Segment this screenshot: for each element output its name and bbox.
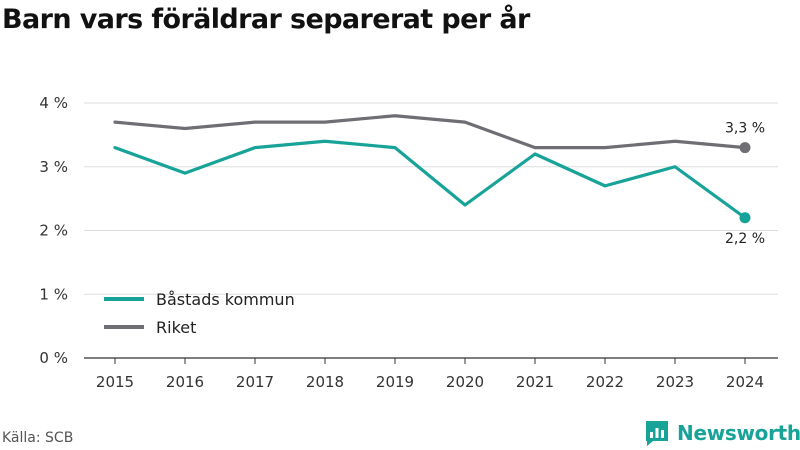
x-tick-label: 2019 [376,373,414,391]
y-tick-label: 2 % [39,222,68,240]
source-note: Källa: SCB [2,430,74,446]
end-point [739,212,751,224]
legend-label: Båstads kommun [156,290,295,309]
y-tick-label: 1 % [39,285,68,303]
legend: Båstads kommun Riket [104,290,295,337]
x-tick-label: 2015 [96,373,134,391]
series-lines [113,114,751,224]
series-line [113,114,747,150]
x-tick-label: 2023 [656,373,694,391]
series-line [113,139,747,220]
y-tick-label: 3 % [39,158,68,176]
x-tick-label: 2017 [236,373,274,391]
end-value-label: 2,2 % [725,231,765,247]
x-tick-label: 2018 [306,373,344,391]
newsworthy-logo-icon [646,421,668,446]
chart-title: Barn vars föräldrar separerat per år [2,4,530,35]
brand-logo: Newsworthy [644,419,800,447]
y-tick-label: 0 % [39,349,68,367]
y-tick-label: 4 % [39,94,68,112]
end-point [739,142,751,154]
x-tick-label: 2022 [586,373,624,391]
end-labels: 3,3 % 2,2 % [725,121,765,247]
brand-name: Newsworthy [677,421,800,445]
x-tick-label: 2024 [726,373,764,391]
end-value-label: 3,3 % [725,121,765,137]
x-tick-label: 2021 [516,373,554,391]
x-tick-label: 2020 [446,373,484,391]
x-tick-label: 2016 [166,373,204,391]
x-tick-labels: 2015 2016 2017 2018 2019 2020 2021 2022 2023 2024 [96,358,764,391]
legend-label: Riket [156,318,196,337]
y-tick-labels: 0 % 1 % 2 % 3 % 4 % [39,94,68,367]
